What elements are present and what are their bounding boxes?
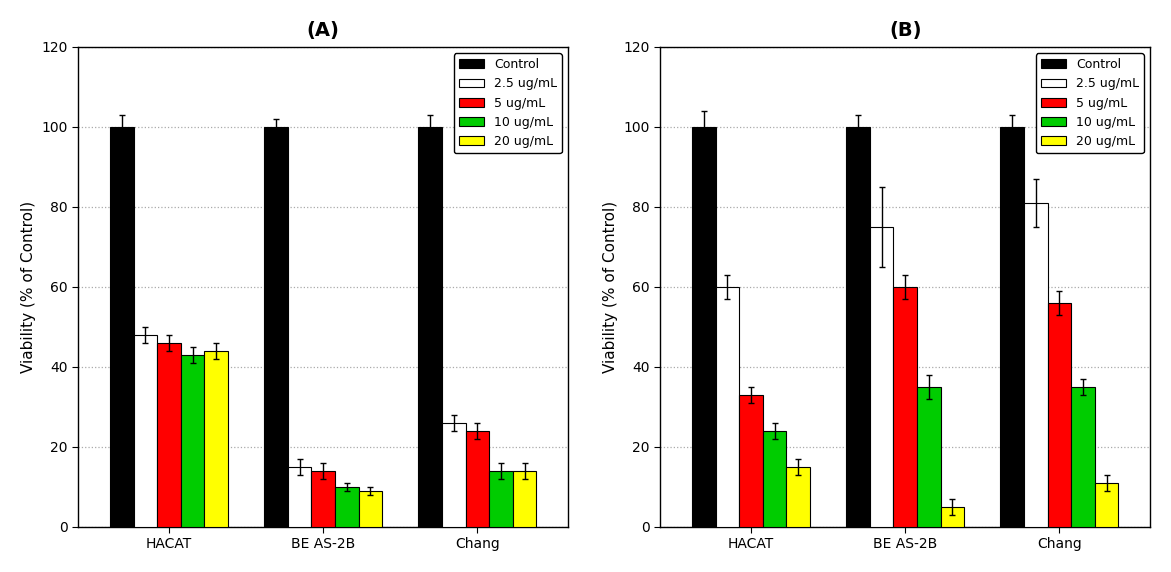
Bar	[489, 471, 513, 527]
Bar	[204, 351, 228, 527]
Bar	[265, 127, 288, 527]
Bar	[739, 395, 762, 527]
Bar	[917, 387, 940, 527]
Bar	[110, 127, 133, 527]
Legend: Control, 2.5 ug/mL, 5 ug/mL, 10 ug/mL, 20 ug/mL: Control, 2.5 ug/mL, 5 ug/mL, 10 ug/mL, 2…	[1036, 53, 1144, 153]
Title: (B): (B)	[889, 21, 922, 40]
Bar	[418, 127, 441, 527]
Bar	[441, 423, 466, 527]
Bar	[762, 431, 787, 527]
Legend: Control, 2.5 ug/mL, 5 ug/mL, 10 ug/mL, 20 ug/mL: Control, 2.5 ug/mL, 5 ug/mL, 10 ug/mL, 2…	[454, 53, 562, 153]
Bar	[513, 471, 536, 527]
Bar	[1000, 127, 1025, 527]
Bar	[940, 507, 964, 527]
Bar	[1071, 387, 1095, 527]
Bar	[133, 335, 157, 527]
Bar	[1095, 483, 1118, 527]
Bar	[180, 355, 204, 527]
Bar	[715, 287, 739, 527]
Bar	[335, 487, 358, 527]
Bar	[1025, 203, 1048, 527]
Bar	[847, 127, 870, 527]
Y-axis label: Viability (% of Control): Viability (% of Control)	[21, 201, 36, 373]
Bar	[358, 491, 382, 527]
Title: (A): (A)	[307, 21, 340, 40]
Bar	[692, 127, 715, 527]
Bar	[893, 287, 917, 527]
Y-axis label: Viability (% of Control): Viability (% of Control)	[603, 201, 618, 373]
Bar	[1048, 303, 1071, 527]
Bar	[870, 227, 893, 527]
Bar	[466, 431, 489, 527]
Bar	[157, 343, 180, 527]
Bar	[787, 467, 810, 527]
Bar	[288, 467, 311, 527]
Bar	[311, 471, 335, 527]
